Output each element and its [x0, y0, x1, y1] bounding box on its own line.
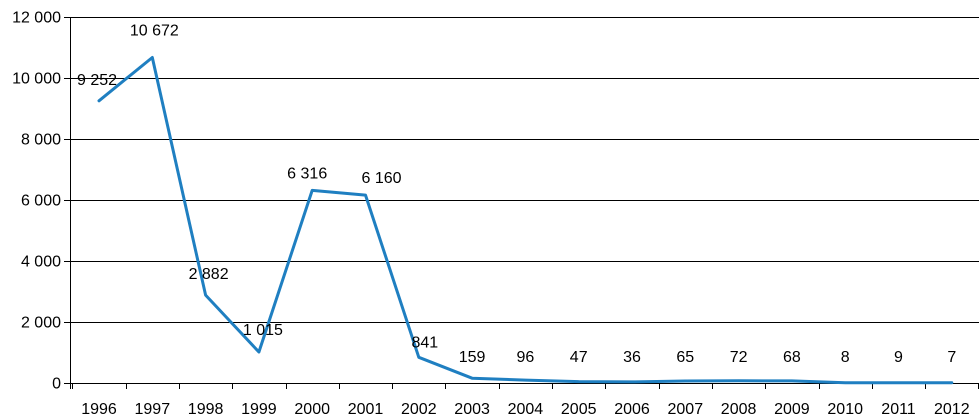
x-tick-label: 2008	[721, 401, 757, 418]
x-tick-label: 2005	[561, 401, 597, 418]
x-tick-label: 2001	[348, 401, 384, 418]
data-label: 1 015	[243, 322, 283, 339]
y-tick-label: 2 000	[21, 315, 61, 332]
x-tick-label: 1996	[81, 401, 117, 418]
x-tick-label: 2000	[294, 401, 330, 418]
axes: 0 2 000 4 000 6 000 8 000 10 000 12 000 1996 199…	[12, 10, 979, 418]
data-label: 2 882	[189, 266, 229, 283]
x-tick-label: 1997	[135, 401, 171, 418]
x-tick-label: 2011	[881, 401, 916, 418]
series-line	[97, 56, 954, 385]
x-tick-label: 1999	[241, 401, 277, 418]
x-tick-label: 2007	[668, 401, 704, 418]
data-label: 96	[517, 349, 535, 366]
x-tick-label: 2004	[508, 401, 544, 418]
x-tick-label: 1998	[188, 401, 224, 418]
gridlines	[70, 17, 979, 323]
x-tick-label: 2002	[401, 401, 437, 418]
data-label: 10 672	[130, 23, 179, 40]
series-area	[97, 56, 954, 385]
x-tick-label: 2010	[827, 401, 863, 418]
y-tick-label: 10 000	[12, 71, 61, 88]
data-label: 68	[783, 349, 801, 366]
x-tick-label: 2003	[454, 401, 490, 418]
y-tick-label: 6 000	[21, 193, 61, 210]
data-label: 159	[459, 349, 486, 366]
data-label: 36	[623, 349, 641, 366]
data-label: 47	[570, 349, 588, 366]
y-tick-label: 12 000	[12, 10, 61, 27]
data-labels: 9 252 10 672 2 882 1 015 6 316 6 160 841 159 96 4…	[77, 23, 956, 366]
y-tick-label: 0	[52, 376, 61, 393]
data-label: 9	[894, 349, 903, 366]
data-label: 6 160	[361, 170, 401, 187]
data-label: 9 252	[77, 72, 117, 89]
data-label: 7	[947, 349, 956, 366]
data-label: 8	[841, 349, 850, 366]
y-tick-label: 8 000	[21, 132, 61, 149]
x-tick-label: 2006	[614, 401, 650, 418]
y-tick-label: 4 000	[21, 254, 61, 271]
data-label: 65	[676, 349, 694, 366]
x-tick-label: 2012	[934, 401, 970, 418]
data-label: 841	[411, 334, 438, 351]
x-tick-label: 2009	[774, 401, 810, 418]
data-label: 6 316	[287, 165, 327, 182]
data-label: 72	[730, 349, 748, 366]
